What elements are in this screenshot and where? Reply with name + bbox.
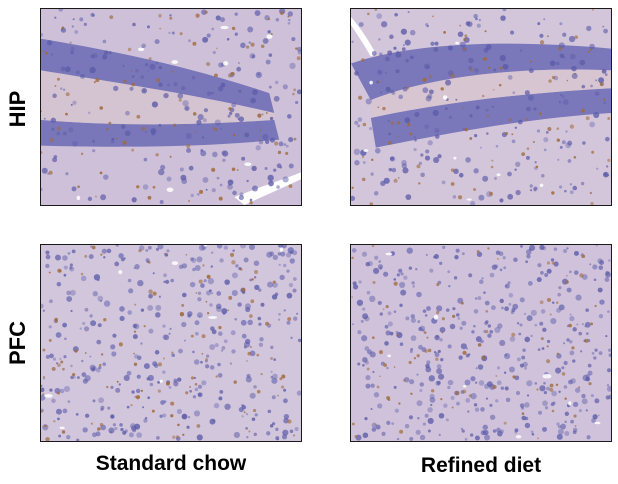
micrograph-pfc-refined-diet: [351, 245, 611, 441]
micrograph-pfc-standard-chow: [41, 245, 301, 441]
column-label-standard-chow: Standard chow: [95, 452, 247, 475]
column-label-refined-diet: Refined diet: [420, 454, 542, 477]
row-label-hip: HIP: [5, 90, 30, 128]
panel-hip-standard-chow: [40, 8, 302, 206]
panel-hip-refined-diet: [350, 8, 612, 206]
row-label-pfc: PFC: [5, 321, 30, 365]
micrograph-hip-refined-diet: [351, 9, 611, 205]
panel-pfc-refined-diet: [350, 244, 612, 442]
micrograph-hip-standard-chow: [41, 9, 301, 205]
panel-pfc-standard-chow: [40, 244, 302, 442]
